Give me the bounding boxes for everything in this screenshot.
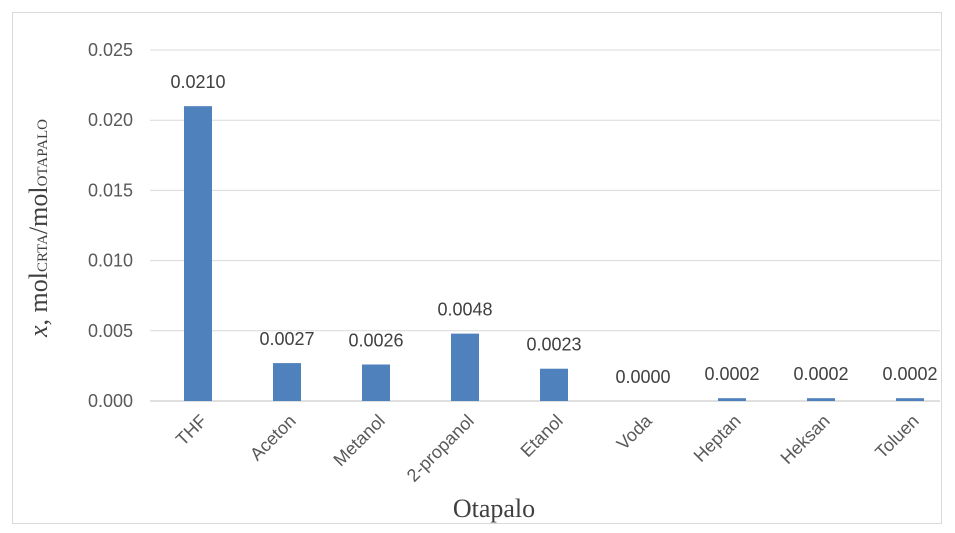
bars: [184, 106, 924, 401]
y-tick-label: 0.000: [88, 391, 133, 411]
x-tick-label: Etanol: [517, 411, 567, 461]
x-tick-label: Heptan: [690, 411, 745, 466]
x-tick-label: Heksan: [777, 411, 834, 468]
data-label: 0.0002: [793, 364, 848, 384]
bar: [540, 368, 568, 401]
x-tick-label: 2-propanol: [403, 411, 478, 486]
y-axis-title: x, molCRTA/molOTAPALO: [24, 119, 53, 338]
y-axis-title-part1: , mol: [24, 272, 53, 325]
bar: [273, 363, 301, 401]
bar: [807, 398, 835, 401]
bar: [451, 333, 479, 401]
y-axis-title-sub1: CRTA: [35, 234, 51, 272]
x-axis-ticks: THF Aceton Metanol 2-propanol Etanol Voda Hept…: [172, 410, 923, 486]
y-axis-title-part2: /mol: [24, 186, 53, 234]
x-axis-title: Otapalo: [453, 494, 535, 523]
chart-frame: [12, 12, 942, 524]
y-axis-ticks: 0.000 0.005 0.010 0.015 0.020 0.025: [88, 40, 133, 411]
y-tick-label: 0.025: [88, 40, 133, 60]
y-tick-label: 0.020: [88, 110, 133, 130]
x-tick-label: Aceton: [246, 411, 300, 465]
x-tick-label: Metanol: [329, 411, 388, 470]
data-label: 0.0210: [170, 72, 225, 92]
data-label: 0.0002: [704, 364, 759, 384]
y-axis-title-var: x: [24, 325, 53, 338]
bar: [184, 106, 212, 401]
data-label: 0.0023: [526, 335, 581, 355]
y-tick-label: 0.005: [88, 321, 133, 341]
data-label: 0.0027: [259, 329, 314, 349]
data-label: 0.0026: [348, 330, 403, 350]
data-label: 0.0000: [615, 367, 670, 387]
x-tick-label: Toluen: [871, 411, 923, 463]
data-label: 0.0048: [437, 300, 492, 320]
data-label: 0.0002: [882, 364, 937, 384]
bar: [362, 364, 390, 401]
x-tick-label: THF: [172, 411, 211, 450]
y-axis-title-sub2: OTAPALO: [35, 119, 51, 187]
y-tick-label: 0.010: [88, 251, 133, 271]
bar: [718, 398, 746, 401]
data-labels: 0.0210 0.0027 0.0026 0.0048 0.0023 0.0000 0.00…: [170, 72, 937, 387]
y-tick-label: 0.015: [88, 180, 133, 200]
bar: [896, 398, 924, 401]
x-tick-label: Voda: [613, 410, 657, 454]
